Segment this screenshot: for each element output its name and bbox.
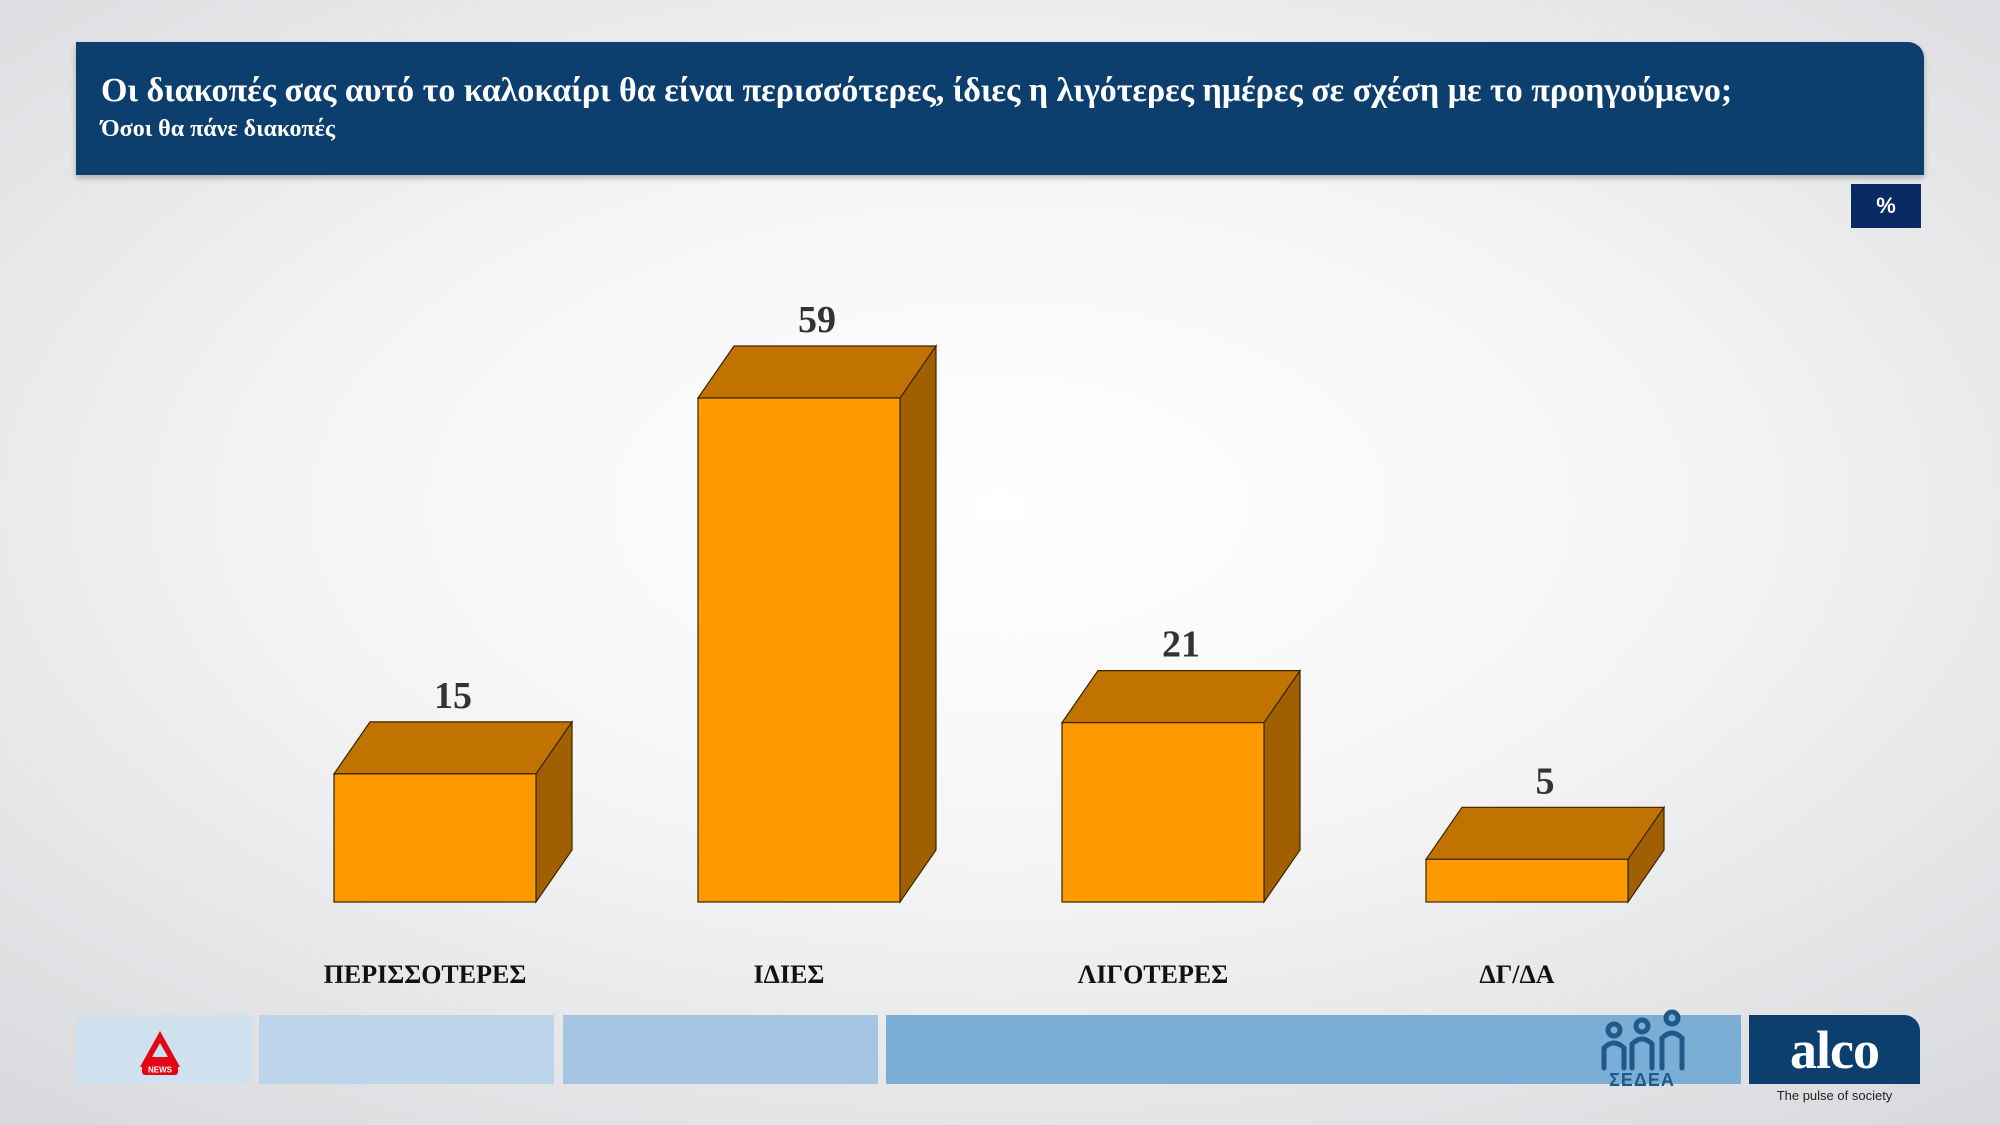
bar-top [1424, 806, 1666, 860]
alco-tagline: The pulse of society [1776, 1088, 1893, 1103]
footer-segment [259, 1015, 554, 1084]
page-title: Οι διακοπές σας αυτό το καλοκαίρι θα είν… [101, 72, 1733, 109]
bar [1425, 858, 1629, 903]
alpha-news-label: NEWS [148, 1066, 173, 1075]
bar-top [332, 721, 574, 775]
category-label: ΙΔΙΕΣ [754, 960, 825, 989]
unit-badge: % [1851, 184, 1921, 228]
header-banner: Οι διακοπές σας αυτό το καλοκαίρι θα είν… [76, 42, 1924, 175]
bar-top [696, 345, 938, 399]
category-label: ΠΕΡΙΣΣΟΤΕΡΕΣ [324, 960, 527, 989]
data-label: 59 [798, 299, 836, 341]
data-label: 21 [1162, 624, 1200, 666]
alco-logo: alco [1749, 1015, 1920, 1084]
bar-chart: 15 ΠΕΡΙΣΣΟΤΕΡΕΣ 59 ΙΔΙΕΣ 21 ΛΙΓΟΤΕΡΕΣ 5 ΔΓ/ΔΑ [324, 299, 1666, 989]
page-subtitle: Όσοι θα πάνε διακοπές [101, 116, 336, 142]
bar [697, 397, 901, 903]
data-label: 5 [1536, 760, 1555, 802]
sedea-label: ΣΕΔΕΑ [1609, 1070, 1675, 1090]
data-label: 15 [434, 675, 472, 717]
bar [333, 773, 537, 903]
bar-top [1060, 670, 1302, 724]
bar [1061, 722, 1265, 903]
footer-segment [886, 1015, 1741, 1084]
category-label: ΔΓ/ΔΑ [1479, 960, 1554, 989]
alpha-news-logo: NEWS [140, 1031, 180, 1075]
category-label: ΛΙΓΟΤΕΡΕΣ [1078, 960, 1228, 989]
bar-side [899, 344, 937, 904]
sedea-logo [1601, 1009, 1685, 1071]
footer-segment [563, 1015, 878, 1084]
